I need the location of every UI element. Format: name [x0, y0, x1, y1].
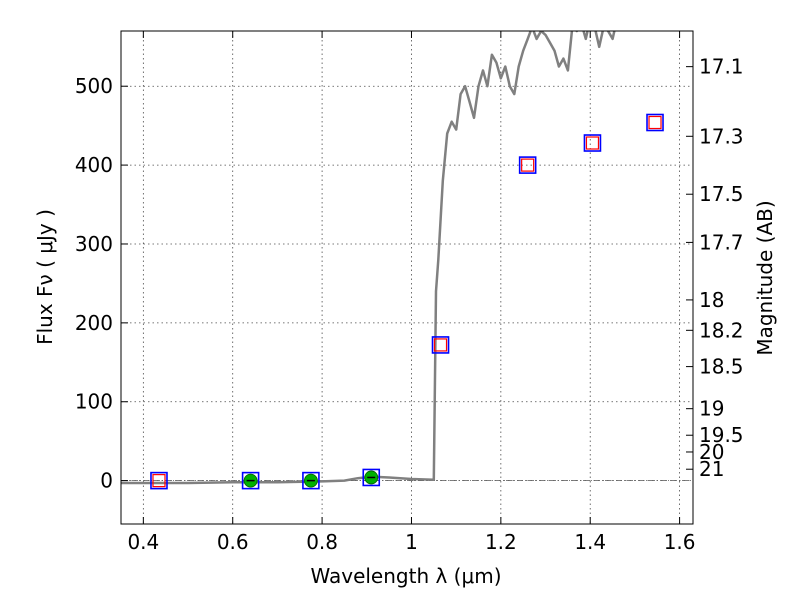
x-tick-label: 0.4	[127, 530, 159, 554]
y2-tick-label: 18.5	[699, 355, 744, 379]
x-tick-label: 1.6	[664, 530, 696, 554]
y-tick-label: 400	[75, 153, 113, 177]
model-flux-marker	[152, 474, 166, 488]
observed-flux-marker	[431, 336, 450, 354]
observed-flux-marker	[241, 471, 260, 490]
model-spectrum-line	[121, 31, 616, 485]
x-axis-ticks: 0.4 0.6 0.8 1 1.2 1.4 1.6	[127, 31, 696, 554]
model-flux-marker	[585, 136, 600, 150]
model-flux-marker	[648, 115, 662, 130]
y2-tick-label: 18.2	[699, 318, 744, 342]
y2-tick-label: 18	[699, 288, 724, 312]
x-tick-label: 1.2	[485, 530, 517, 554]
y2-tick-label: 21	[699, 457, 724, 481]
x-axis-label: Wavelength λ (μm)	[310, 564, 501, 588]
y-tick-label: 0	[100, 469, 113, 493]
y-tick-label: 500	[75, 74, 113, 98]
y-axis-ticks: 0 100 200 300 400 500	[75, 74, 128, 493]
observed-flux-marker	[583, 134, 602, 152]
marker-layer	[150, 113, 664, 490]
x-tick-label: 0.6	[217, 530, 249, 554]
observed-flux-marker	[518, 156, 537, 174]
observed-flux-marker	[362, 468, 381, 487]
plot-frame	[120, 30, 694, 525]
y2-axis-label: Magnitude (AB)	[753, 200, 777, 355]
x-tick-label: 0.8	[306, 530, 338, 554]
model-flux-marker	[433, 338, 448, 352]
y-tick-label: 200	[75, 311, 113, 335]
y2-tick-label: 20	[699, 440, 724, 464]
y-tick-label: 100	[75, 390, 113, 414]
y2-tick-label: 17.3	[699, 124, 744, 148]
y2-tick-label: 17.7	[699, 230, 744, 254]
grid	[121, 31, 693, 524]
spectrum-layer	[121, 31, 616, 485]
model-flux-marker	[521, 158, 535, 172]
y2-tick-label: 17.5	[699, 182, 744, 206]
y-tick-label: 300	[75, 232, 113, 256]
x-tick-label: 1	[405, 530, 418, 554]
x-tick-label: 1.4	[574, 530, 606, 554]
observed-flux-marker	[302, 471, 320, 490]
y2-tick-label: 19	[699, 397, 724, 421]
observed-flux-marker	[646, 113, 664, 132]
y2-tick-label: 17.1	[699, 55, 744, 79]
y2-tick-label: 19.5	[699, 423, 744, 447]
observed-flux-marker	[150, 471, 168, 490]
y-axis-label: Flux Fν ( μJy )	[33, 209, 57, 345]
